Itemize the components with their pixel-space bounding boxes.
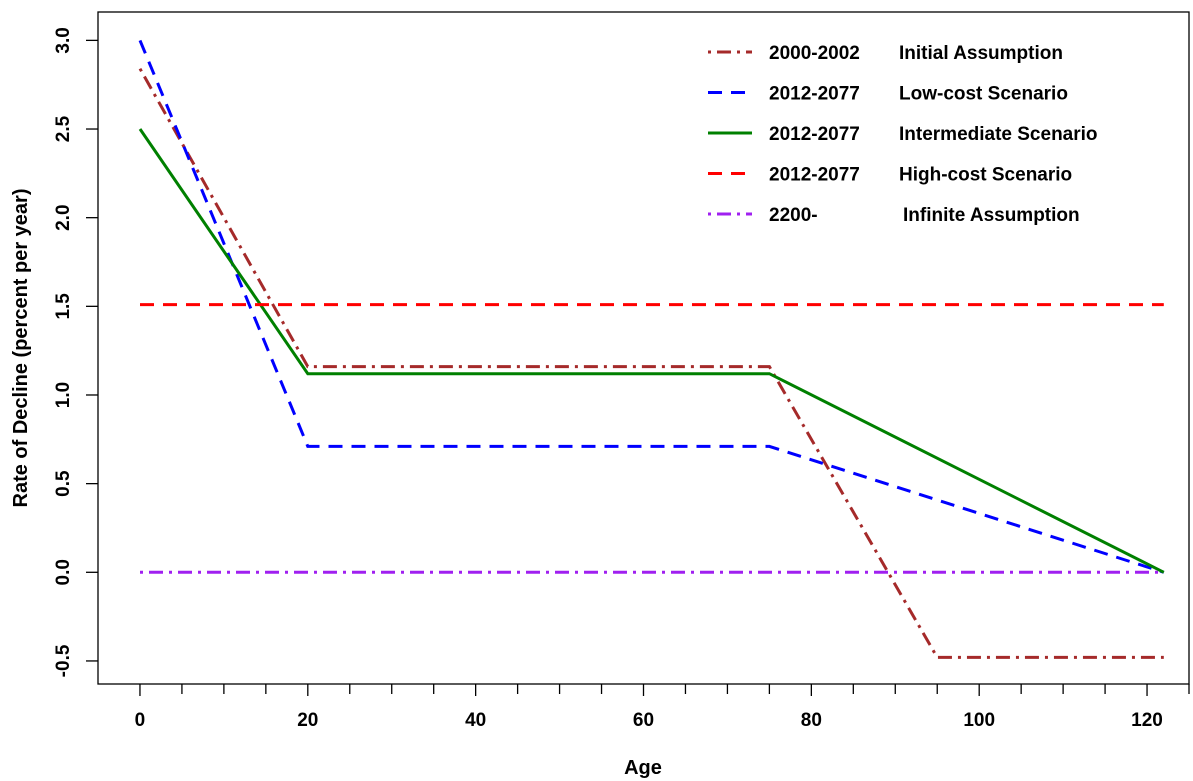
plot-frame [97, 11, 1190, 685]
x-axis: 0 20 40 60 80 100 120 [135, 684, 1190, 731]
y-tick-label: 0.0 [53, 559, 74, 585]
legend-label-3: Intermediate Scenario [899, 124, 1098, 145]
x-tick-label: 60 [633, 710, 654, 731]
x-tick-label: 0 [135, 710, 146, 731]
legend-period-4: 2012-2077 [769, 165, 860, 186]
legend-label-5: Infinite Assumption [903, 205, 1080, 226]
y-axis: -0.5 0.0 0.5 1.0 1.5 2.0 2.5 3.0 [53, 27, 98, 677]
legend: 2000-2002 Initial Assumption 2012-2077 Low-… [708, 43, 1098, 226]
x-tick-label: 120 [1131, 710, 1163, 731]
y-tick-label: 0.5 [53, 470, 74, 497]
legend-period-1: 2000-2002 [769, 43, 860, 64]
legend-label-2: Low-cost Scenario [899, 84, 1068, 105]
legend-period-3: 2012-2077 [769, 124, 860, 145]
x-tick-label: 20 [297, 710, 318, 731]
y-tick-label: 2.0 [53, 204, 74, 230]
x-tick-label: 100 [963, 710, 995, 731]
x-tick-label: 40 [465, 710, 486, 731]
y-tick-label: 3.0 [53, 27, 74, 53]
series-line-3 [138, 128, 1165, 574]
y-tick-label: 2.5 [53, 115, 74, 142]
series-layer [138, 39, 1165, 659]
legend-label-1: Initial Assumption [899, 43, 1063, 64]
legend-period-5: 2200- [769, 205, 818, 226]
y-tick-label: 1.0 [53, 382, 74, 408]
series-line-2 [138, 39, 1165, 574]
x-tick-label: 80 [801, 710, 822, 731]
y-tick-label: -0.5 [53, 644, 74, 677]
y-tick-label: 1.5 [53, 293, 74, 320]
y-axis-title: Rate of Decline (percent per year) [10, 189, 32, 508]
series-line-1 [138, 67, 1164, 659]
x-axis-title: Age [624, 757, 662, 779]
legend-label-4: High-cost Scenario [899, 165, 1072, 186]
legend-period-2: 2012-2077 [769, 84, 860, 105]
